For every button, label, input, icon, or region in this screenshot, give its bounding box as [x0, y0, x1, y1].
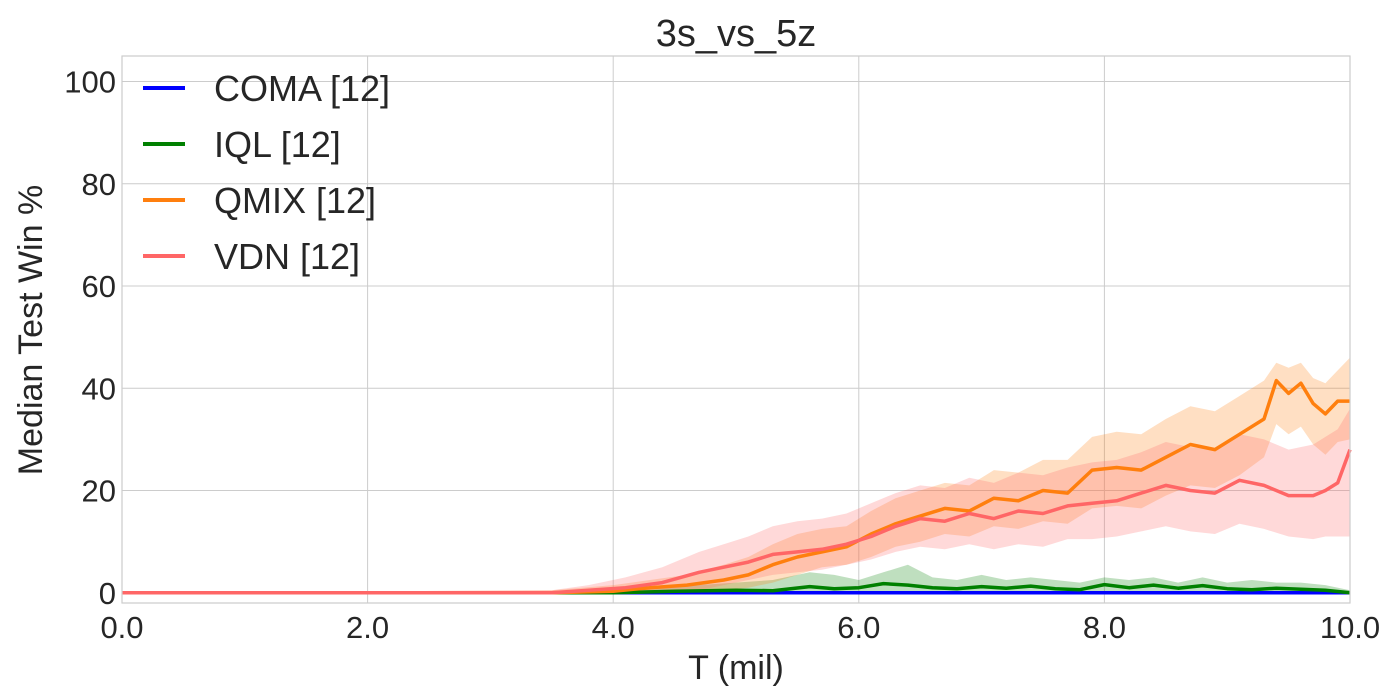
- legend-label-qmix-12: QMIX [12]: [214, 180, 376, 221]
- y-tick-label: 80: [82, 167, 116, 202]
- x-tick-label: 10.0: [1320, 610, 1380, 645]
- x-axis-ticks: 0.0 2.0 4.0 6.0 8.0 10.0: [100, 610, 1380, 645]
- line-iql-12: [122, 581, 1351, 595]
- legend-label-coma-12: COMA [12]: [214, 68, 390, 109]
- y-tick-label: 60: [82, 269, 116, 304]
- band-vdn-12: [122, 408, 1350, 593]
- x-tick-label: 4.0: [592, 610, 635, 645]
- x-tick-label: 6.0: [837, 610, 880, 645]
- chart-title: 3s_vs_5z: [656, 13, 817, 55]
- y-axis-label: Median Test Win %: [12, 185, 50, 475]
- plot-frame: [121, 55, 1351, 604]
- confidence-bands: [122, 357, 1350, 593]
- legend: COMA [12] IQL [12] QMIX [12] VDN [12]: [143, 68, 390, 277]
- legend-label-iql-12: IQL [12]: [214, 124, 341, 165]
- x-axis-label: T (mil): [688, 649, 784, 687]
- legend-label-vdn-12: VDN [12]: [214, 236, 360, 277]
- y-tick-label: 20: [82, 474, 116, 509]
- y-tick-label: 0: [99, 576, 116, 611]
- y-tick-label: 40: [82, 371, 116, 406]
- series-lines: [122, 378, 1352, 595]
- line-vdn-12: [122, 448, 1352, 595]
- band-qmix-12: [122, 357, 1350, 593]
- x-tick-label: 8.0: [1083, 610, 1126, 645]
- y-tick-label: 100: [64, 65, 116, 100]
- line-qmix-12: [122, 378, 1350, 595]
- x-tick-label: 2.0: [346, 610, 389, 645]
- y-axis-ticks: 0 20 40 60 80 100: [64, 65, 116, 611]
- x-tick-label: 0.0: [100, 610, 143, 645]
